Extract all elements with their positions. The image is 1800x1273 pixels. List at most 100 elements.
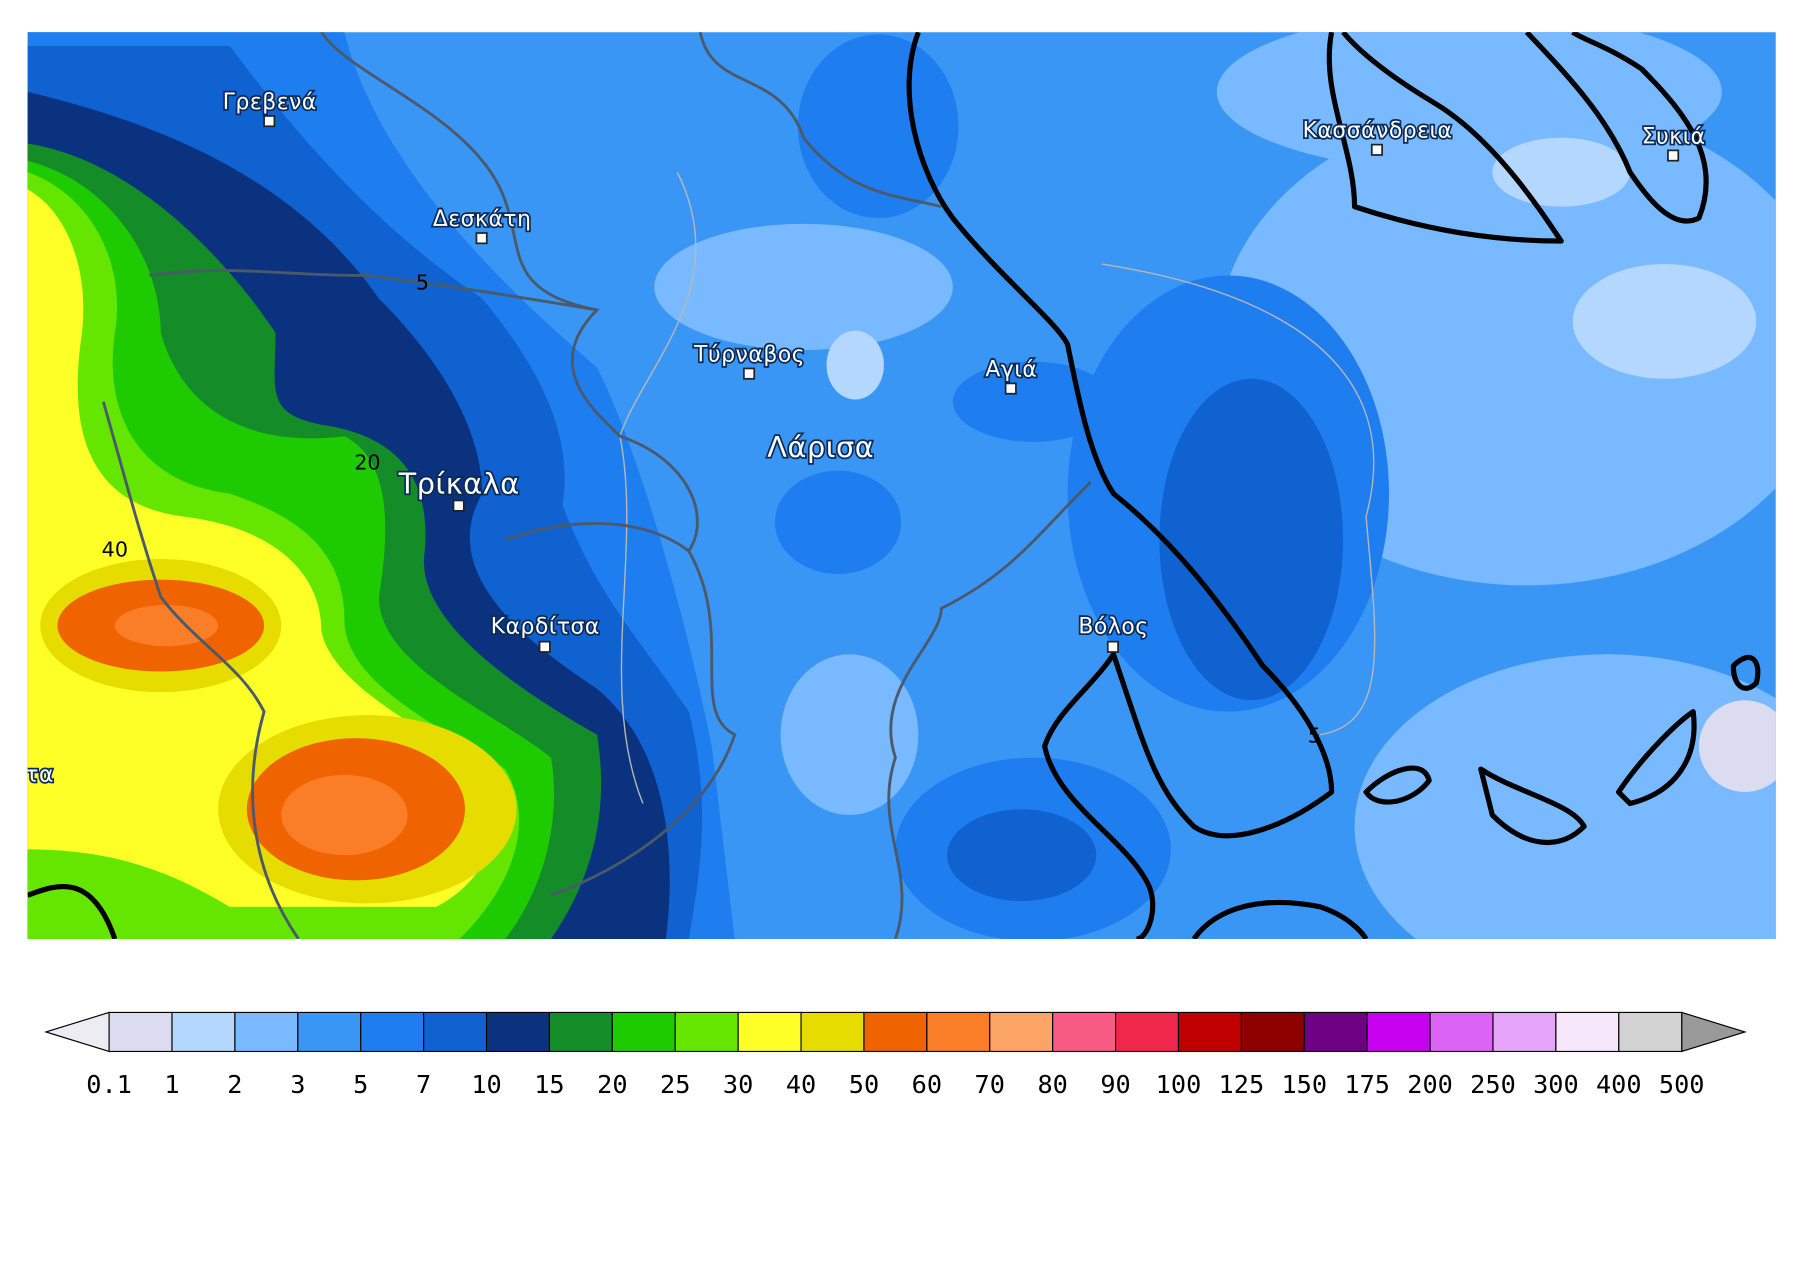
colorbar-box bbox=[234, 1011, 299, 1053]
colorbar-tick-label: 125 bbox=[1219, 1070, 1265, 1099]
colorbar-box bbox=[1555, 1011, 1620, 1053]
city-marker bbox=[743, 367, 756, 380]
colorbar-tick-label: 20 bbox=[597, 1070, 627, 1099]
city-marker bbox=[452, 499, 465, 512]
field bbox=[654, 223, 953, 351]
field bbox=[1159, 378, 1344, 701]
city-label: Κασσάνδρεια bbox=[1303, 119, 1453, 144]
colorbar-tick-label: 300 bbox=[1533, 1070, 1579, 1099]
city-label: Συκιά bbox=[1642, 124, 1706, 149]
coastline bbox=[1524, 32, 1709, 224]
colorbar-box bbox=[1492, 1011, 1557, 1053]
colorbar-tick-label: 50 bbox=[849, 1070, 879, 1099]
boundary bbox=[101, 32, 1092, 939]
contour-labels: 5 20 40 5 bbox=[102, 270, 1321, 747]
colorbar-tick-label: 70 bbox=[975, 1070, 1005, 1099]
colorbar-tick-label: 1 bbox=[164, 1070, 179, 1099]
field bbox=[281, 774, 408, 856]
coastline bbox=[906, 32, 1335, 939]
colorbar-tick-label: 30 bbox=[723, 1070, 753, 1099]
city-marker bbox=[1106, 640, 1119, 653]
coastline bbox=[1326, 32, 1564, 244]
colorbar-tick-label: 500 bbox=[1659, 1070, 1705, 1099]
city-label: Τύρναβος bbox=[693, 343, 805, 368]
field bbox=[1354, 654, 1776, 939]
colorbar-box bbox=[674, 1011, 739, 1053]
colorbar-tick-label: 90 bbox=[1100, 1070, 1130, 1099]
colorbar-tick-label: 400 bbox=[1596, 1070, 1642, 1099]
city-label: τα bbox=[25, 763, 54, 788]
city-marker bbox=[1667, 149, 1680, 162]
field bbox=[947, 809, 1097, 902]
field bbox=[1572, 264, 1757, 379]
city-marker bbox=[538, 640, 551, 653]
colorbar-tick-label: 2 bbox=[227, 1070, 242, 1099]
colorbar-box bbox=[611, 1011, 676, 1053]
colorbar: 0.1 1 2 3 5 7 10 15 20 25 30 40 50 60 70 80 90 100 125 150 1… bbox=[44, 1011, 1747, 1099]
colorbar-tick-label: 15 bbox=[534, 1070, 564, 1099]
city-label: Γρεβενά bbox=[223, 90, 317, 115]
field bbox=[780, 654, 919, 815]
colorbar-tick-label: 60 bbox=[912, 1070, 942, 1099]
colorbar-tick-label: 0.1 bbox=[86, 1070, 132, 1099]
colorbar-box bbox=[1366, 1011, 1431, 1053]
colorbar-box bbox=[108, 1011, 173, 1053]
colorbar-tick-label: 200 bbox=[1407, 1070, 1453, 1099]
colorbar-tick-label: 5 bbox=[353, 1070, 368, 1099]
city-label: Αγιά bbox=[985, 358, 1037, 383]
city-label: Βόλος bbox=[1078, 615, 1148, 640]
colorbar-box bbox=[926, 1011, 991, 1053]
city-marker bbox=[263, 115, 276, 128]
colorbar-box bbox=[1303, 1011, 1368, 1053]
colorbar-box bbox=[1177, 1011, 1242, 1053]
colorbar-box bbox=[863, 1011, 928, 1053]
colorbar-tick-label: 10 bbox=[471, 1070, 501, 1099]
contour-label: 20 bbox=[354, 450, 380, 474]
field bbox=[826, 330, 884, 400]
city-marker bbox=[1370, 143, 1383, 156]
contour-label: 40 bbox=[102, 538, 128, 562]
colorbar-tick-label: 7 bbox=[416, 1070, 431, 1099]
colorbar-box bbox=[800, 1011, 865, 1053]
colorbar-box bbox=[1429, 1011, 1494, 1053]
colorbar-box bbox=[989, 1011, 1054, 1053]
colorbar-box bbox=[297, 1011, 362, 1053]
colorbar-tick-label: 250 bbox=[1470, 1070, 1516, 1099]
colorbar-box bbox=[737, 1011, 802, 1053]
city-label: Λάρισα bbox=[767, 430, 874, 464]
colorbar-tick-label: 25 bbox=[660, 1070, 690, 1099]
colorbar-box bbox=[1114, 1011, 1180, 1053]
colorbar-box bbox=[423, 1011, 488, 1053]
colorbar-tick-label: 80 bbox=[1037, 1070, 1067, 1099]
colorbar-tick-label: 100 bbox=[1156, 1070, 1202, 1099]
colorbar-box bbox=[548, 1011, 613, 1053]
colorbar-box bbox=[171, 1011, 236, 1053]
field bbox=[774, 470, 902, 574]
field bbox=[1698, 700, 1776, 793]
colorbar-under bbox=[44, 1011, 110, 1053]
colorbar-tick-label: 150 bbox=[1281, 1070, 1327, 1099]
city-marker bbox=[1004, 382, 1017, 395]
city-label: Δεσκάτη bbox=[433, 207, 532, 232]
map: Γρεβενά Δεσκάτη Τύρναβος Αγιά Κασσάνδρει… bbox=[25, 32, 1776, 939]
darker-areas bbox=[774, 34, 1389, 939]
field bbox=[114, 604, 219, 647]
colorbar-box bbox=[360, 1011, 425, 1053]
colorbar-box bbox=[485, 1011, 551, 1053]
colorbar-over bbox=[1681, 1011, 1747, 1053]
colorbar-box bbox=[1618, 1011, 1683, 1053]
coastline bbox=[27, 654, 1761, 939]
colorbar-tick-label: 175 bbox=[1344, 1070, 1390, 1099]
colorbar-tick-label: 40 bbox=[786, 1070, 816, 1099]
colorbar-tick-label: 3 bbox=[290, 1070, 305, 1099]
city-label: Καρδίτσα bbox=[491, 615, 600, 640]
contour-label: 5 bbox=[1308, 724, 1321, 748]
cities: Γρεβενά Δεσκάτη Τύρναβος Αγιά Κασσάνδρει… bbox=[25, 88, 1707, 789]
contour-label: 5 bbox=[416, 270, 429, 294]
colorbar-box bbox=[1240, 1011, 1305, 1053]
city-marker bbox=[475, 232, 488, 245]
colorbar-box bbox=[1052, 1011, 1117, 1053]
city-label: Τρίκαλα bbox=[398, 467, 520, 501]
